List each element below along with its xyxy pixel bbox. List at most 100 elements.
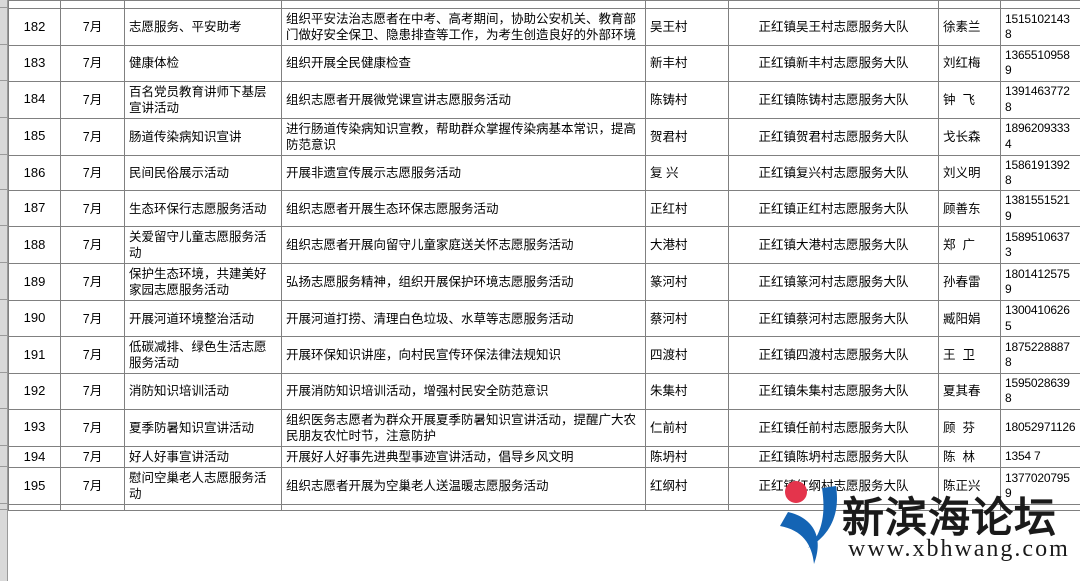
cell-village[interactable]: 大港村: [645, 226, 729, 265]
cell-idx[interactable]: 188: [8, 226, 61, 265]
cell-person[interactable]: 戈长森: [938, 117, 1001, 156]
cell-phone[interactable]: 15950286398: [1000, 372, 1080, 410]
cell-village[interactable]: 篆河村: [645, 263, 729, 302]
cell-person[interactable]: 孙春雷: [938, 263, 1001, 302]
cell-village[interactable]: 新丰村: [645, 45, 729, 82]
cell-desc[interactable]: 组织志愿者开展向留守儿童家庭送关怀志愿服务活动: [281, 226, 646, 265]
row-header-gutter[interactable]: [0, 0, 8, 581]
cell-name[interactable]: 好人好事宣讲活动: [124, 445, 282, 469]
cell-name[interactable]: 开展河道环境整治活动: [124, 300, 282, 337]
cell-team[interactable]: 正红镇四渡村志愿服务大队: [728, 335, 939, 374]
cell-team[interactable]: 正红镇任前村志愿服务大队: [728, 408, 939, 447]
cell-idx[interactable]: 190: [8, 300, 61, 337]
cell-village[interactable]: 蔡河村: [645, 300, 729, 337]
cell-team[interactable]: 正红镇陈坍村志愿服务大队: [728, 445, 939, 469]
cell-person[interactable]: 顾善东: [938, 190, 1001, 228]
row-header-cell[interactable]: [0, 263, 7, 301]
cell-phone[interactable]: 18052971126: [1000, 408, 1080, 447]
cell-phone[interactable]: 18962093334: [1000, 117, 1080, 156]
cell-person[interactable]: 郑 广: [938, 226, 1001, 265]
cell-desc[interactable]: 开展河道打捞、清理白色垃圾、水草等志愿服务活动: [281, 300, 646, 337]
row-header-cell[interactable]: [0, 226, 7, 264]
row-header-cell[interactable]: [0, 155, 7, 191]
cell-phone[interactable]: 15861913928: [1000, 154, 1080, 192]
cell-team[interactable]: 正红镇贺君村志愿服务大队: [728, 117, 939, 156]
cell-idx[interactable]: 182: [8, 8, 61, 46]
cell-idx[interactable]: 185: [8, 117, 61, 156]
cell-person[interactable]: 钟 飞: [938, 80, 1001, 119]
cell-name[interactable]: 夏季防暑知识宣讲活动: [124, 408, 282, 447]
row-header-cell[interactable]: [0, 467, 7, 505]
cell-month[interactable]: 7月: [60, 467, 125, 506]
row-header-cell[interactable]: [0, 446, 7, 468]
cell-phone[interactable]: 13004106265: [1000, 300, 1080, 337]
cell-desc[interactable]: 进行肠道传染病知识宣教，帮助群众掌握传染病基本常识，提高防范意识: [281, 117, 646, 156]
row-header-cell[interactable]: [0, 504, 7, 511]
row-header-cell[interactable]: [0, 336, 7, 373]
cell-name[interactable]: 消防知识培训活动: [124, 372, 282, 410]
row-header-cell[interactable]: [0, 81, 7, 118]
cell-idx[interactable]: 193: [8, 408, 61, 447]
cell-idx[interactable]: 192: [8, 372, 61, 410]
cell-month[interactable]: 7月: [60, 445, 125, 469]
cell-team[interactable]: 正红镇新丰村志愿服务大队: [728, 45, 939, 82]
cell-name[interactable]: 关爱留守儿童志愿服务活动: [124, 226, 282, 265]
cell-village[interactable]: 贺君村: [645, 117, 729, 156]
cell-person[interactable]: 刘义明: [938, 154, 1001, 192]
cell-team[interactable]: 正红镇蔡河村志愿服务大队: [728, 300, 939, 337]
cell-month[interactable]: 7月: [60, 190, 125, 228]
cell-person[interactable]: 王 卫: [938, 335, 1001, 374]
cell-name[interactable]: 肠道传染病知识宣讲: [124, 117, 282, 156]
cell-name[interactable]: 生态环保行志愿服务活动: [124, 190, 282, 228]
cell-phone[interactable]: 1354 7: [1000, 445, 1080, 469]
cell-month[interactable]: 7月: [60, 80, 125, 119]
cell-person[interactable]: 顾 芬: [938, 408, 1001, 447]
cell-phone[interactable]: 13655109589: [1000, 45, 1080, 82]
cell-team[interactable]: 正红镇篆河村志愿服务大队: [728, 263, 939, 302]
row-header-cell[interactable]: [0, 45, 7, 81]
cell-desc[interactable]: 开展非遗宣传展示志愿服务活动: [281, 154, 646, 192]
cell-person[interactable]: 陈正兴: [938, 467, 1001, 506]
cell-month[interactable]: 7月: [60, 335, 125, 374]
cell-desc[interactable]: 组织志愿者开展为空巢老人送温暖志愿服务活动: [281, 467, 646, 506]
row-header-cell[interactable]: [0, 190, 7, 227]
cell-phone[interactable]: 13770207959: [1000, 467, 1080, 506]
row-header-cell[interactable]: [0, 373, 7, 409]
cell-village[interactable]: 仁前村: [645, 408, 729, 447]
cell-name[interactable]: 慰问空巢老人志愿服务活动: [124, 467, 282, 506]
cell-desc[interactable]: 组织医务志愿者为群众开展夏季防暑知识宣讲活动，提醒广大农民朋友农忙时节，注意防护: [281, 408, 646, 447]
cell-team[interactable]: 正红镇吴王村志愿服务大队: [728, 8, 939, 46]
row-header-cell[interactable]: [0, 409, 7, 446]
cell-month[interactable]: 7月: [60, 45, 125, 82]
cell-month[interactable]: 7月: [60, 117, 125, 156]
cell-village[interactable]: 吴王村: [645, 8, 729, 46]
cell-person[interactable]: 徐素兰: [938, 8, 1001, 46]
cell-idx[interactable]: 194: [8, 445, 61, 469]
cell-idx[interactable]: 184: [8, 80, 61, 119]
cell-desc[interactable]: 弘扬志愿服务精神，组织开展保护环境志愿服务活动: [281, 263, 646, 302]
row-header-cell[interactable]: [0, 118, 7, 155]
cell-month[interactable]: 7月: [60, 300, 125, 337]
cell-month[interactable]: 7月: [60, 263, 125, 302]
cell-idx[interactable]: 183: [8, 45, 61, 82]
cell-idx[interactable]: 189: [8, 263, 61, 302]
cell-desc[interactable]: 组织开展全民健康检查: [281, 45, 646, 82]
cell-desc[interactable]: 组织志愿者开展微党课宣讲志愿服务活动: [281, 80, 646, 119]
row-header-cell[interactable]: [0, 300, 7, 336]
cell-team[interactable]: 正红镇复兴村志愿服务大队: [728, 154, 939, 192]
cell-desc[interactable]: 组织平安法治志愿者在中考、高考期间，协助公安机关、教育部门做好安全保卫、隐患排查…: [281, 8, 646, 46]
cell-team[interactable]: 正红镇陈铸村志愿服务大队: [728, 80, 939, 119]
cell-idx[interactable]: 187: [8, 190, 61, 228]
cell-idx[interactable]: 195: [8, 467, 61, 506]
cell-desc[interactable]: 开展环保知识讲座，向村民宣传环保法律法规知识: [281, 335, 646, 374]
cell-team[interactable]: 正红镇朱集村志愿服务大队: [728, 372, 939, 410]
cell-phone[interactable]: 13815515219: [1000, 190, 1080, 228]
cell-phone[interactable]: 15151021438: [1000, 8, 1080, 46]
cell-person[interactable]: 夏其春: [938, 372, 1001, 410]
cell-team[interactable]: 正红镇正红村志愿服务大队: [728, 190, 939, 228]
cell-idx[interactable]: 191: [8, 335, 61, 374]
cell-month[interactable]: 7月: [60, 372, 125, 410]
cell-desc[interactable]: 开展消防知识培训活动，增强村民安全防范意识: [281, 372, 646, 410]
cell-village[interactable]: 复 兴: [645, 154, 729, 192]
cell-month[interactable]: 7月: [60, 408, 125, 447]
